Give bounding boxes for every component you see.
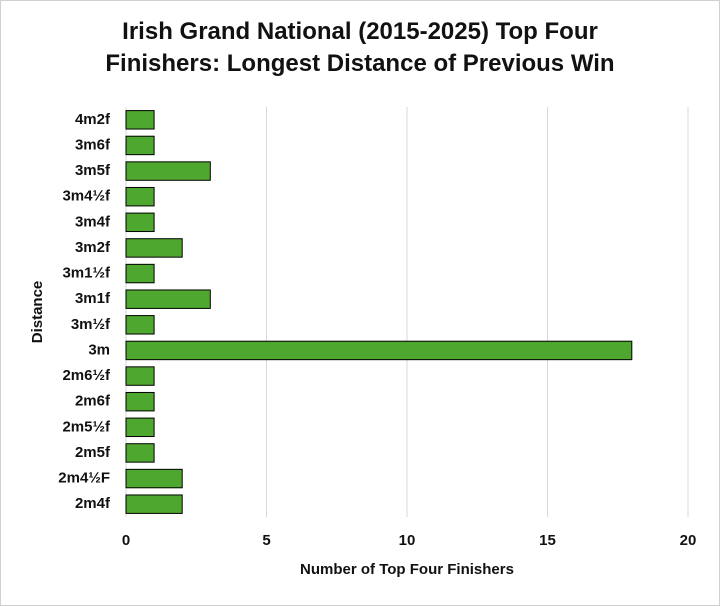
y-tick-label: 3m4½f — [62, 188, 111, 205]
bar — [125, 212, 155, 233]
x-tick-label: 0 — [122, 532, 130, 549]
bar — [125, 135, 155, 156]
bar — [125, 315, 155, 335]
y-tick-label: 2m6f — [75, 393, 111, 410]
y-tick-label: 3m½f — [71, 316, 111, 333]
y-tick-label: 3m4f — [75, 213, 111, 230]
y-tick-label: 2m4f — [75, 495, 111, 512]
bar — [125, 494, 183, 514]
x-axis-label: Number of Top Four Finishers — [300, 561, 514, 578]
bar — [125, 391, 155, 412]
bar — [125, 340, 633, 361]
bar — [125, 161, 211, 181]
y-axis-label: Distance — [29, 281, 46, 344]
bar — [125, 289, 211, 309]
bar — [125, 110, 155, 130]
y-tick-label: 3m1f — [75, 290, 111, 307]
y-tick-label: 2m4½F — [58, 470, 110, 487]
bar — [125, 417, 155, 438]
bar — [125, 238, 183, 258]
y-tick-label: 3m5f — [75, 162, 111, 179]
y-tick-label: 3m2f — [75, 239, 111, 256]
y-tick-label: 3m6f — [75, 136, 111, 153]
bar — [125, 468, 183, 489]
x-tick-label: 20 — [680, 532, 697, 549]
bar — [125, 443, 155, 463]
y-tick-label: 4m2f — [75, 111, 111, 128]
y-tick-label: 3m — [88, 341, 110, 358]
bar — [125, 263, 155, 284]
chart-title: Irish Grand National (2015-2025) Top Fou… — [105, 18, 614, 77]
x-tick-label: 5 — [262, 532, 270, 549]
bar — [125, 186, 155, 207]
y-tick-label: 2m5½f — [62, 418, 111, 435]
bar — [125, 366, 155, 386]
x-tick-label: 10 — [399, 532, 416, 549]
y-tick-label: 2m6½f — [62, 367, 111, 384]
y-tick-label: 2m5f — [75, 444, 111, 461]
y-tick-label: 3m1½f — [62, 265, 111, 282]
x-tick-label: 15 — [539, 532, 556, 549]
